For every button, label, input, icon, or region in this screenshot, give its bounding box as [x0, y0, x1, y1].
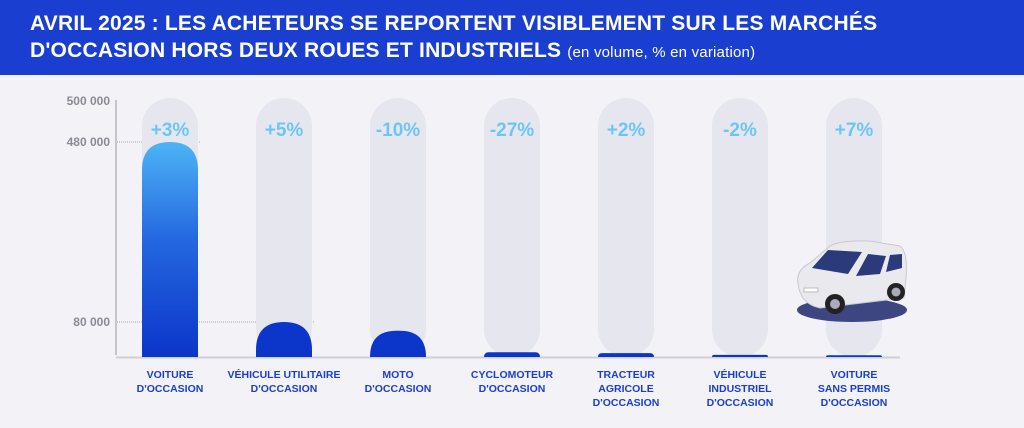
bar — [256, 322, 312, 357]
y-tick-label: 80 000 — [73, 315, 110, 329]
bar-track — [484, 98, 540, 357]
title-line-1: AVRIL 2025 : LES ACHETEURS SE REPORTENT … — [30, 12, 878, 35]
title-line-2-text: D'OCCASION HORS DEUX ROUES ET INDUSTRIEL… — [30, 39, 562, 62]
category-label: CYCLOMOTEUR D'OCCASION — [470, 369, 554, 395]
category-label: MOTO D'OCCASION — [364, 369, 432, 395]
title-line-2: D'OCCASION HORS DEUX ROUES ET INDUSTRIEL… — [30, 37, 1024, 66]
variation-label: +5% — [265, 120, 304, 141]
car-illustration — [797, 240, 907, 322]
bar — [142, 142, 198, 357]
variation-label: +3% — [151, 120, 190, 141]
y-tick-label: 480 000 — [67, 135, 111, 149]
chart-header: AVRIL 2025 : LES ACHETEURS SE REPORTENT … — [0, 0, 1024, 75]
category-label: VÉHICULE UTILITAIRE D'OCCASION — [227, 369, 341, 395]
bar — [484, 352, 540, 357]
variation-label: +2% — [607, 120, 646, 141]
bar — [370, 330, 426, 357]
category-label: TRACTEUR AGRICOLE D'OCCASION — [592, 369, 660, 409]
category-label: VOITURE SANS PERMIS D'OCCASION — [817, 369, 891, 409]
variation-label: -27% — [490, 120, 534, 141]
variation-label: -2% — [723, 120, 757, 141]
category-label: VÉHICULE INDUSTRIEL D'OCCASION — [706, 369, 774, 409]
bar-track — [370, 98, 426, 357]
bar-track — [712, 98, 768, 357]
variation-label: -10% — [376, 120, 420, 141]
category-label: VOITURE D'OCCASION — [136, 369, 204, 395]
bar — [598, 353, 654, 357]
bar-track — [256, 98, 312, 357]
subtitle: (en volume, % en variation) — [567, 44, 756, 61]
y-tick-label: 500 000 — [67, 94, 111, 108]
variation-label: +7% — [835, 120, 874, 141]
bar — [712, 354, 768, 357]
bar-track — [598, 98, 654, 357]
bar — [826, 355, 882, 357]
